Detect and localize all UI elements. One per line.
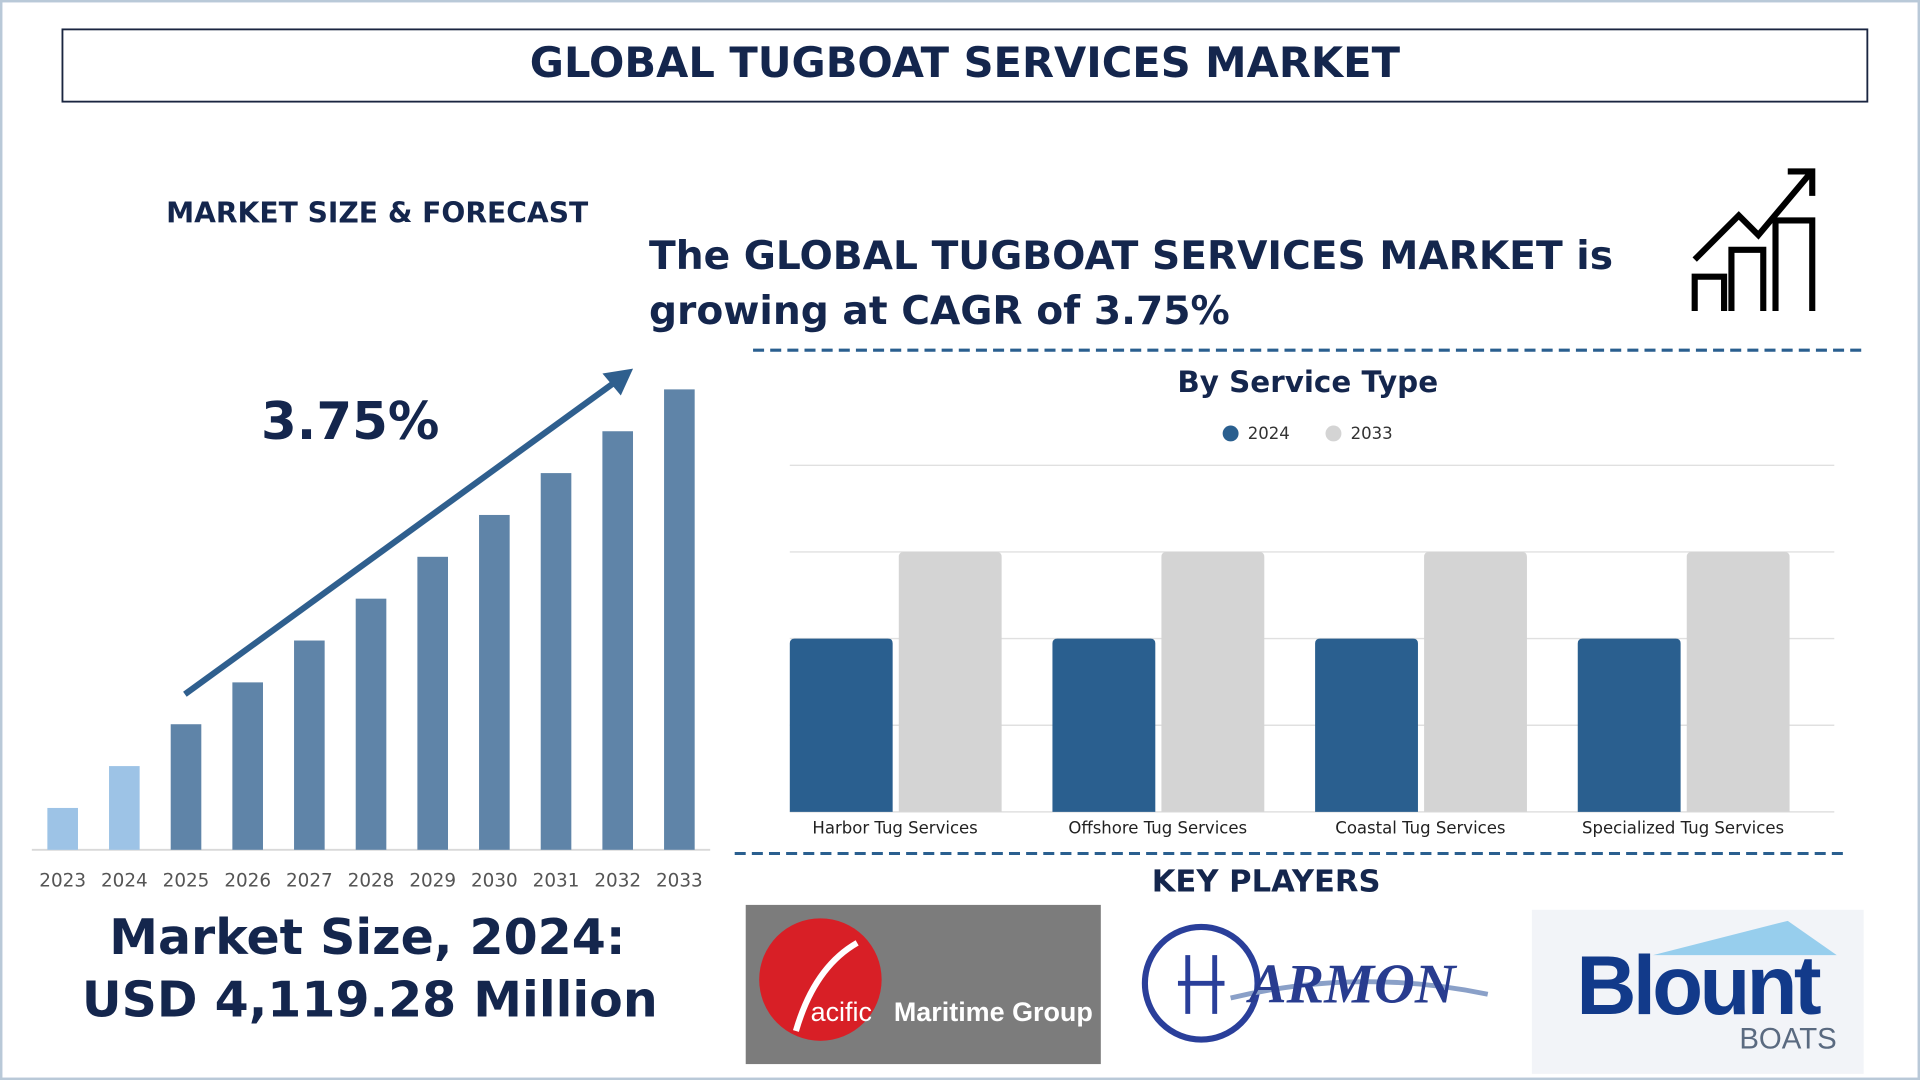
x-tick-label: 2031 (533, 871, 580, 892)
x-tick-label: Coastal Tug Services (1335, 818, 1505, 837)
legend-marker (1222, 425, 1239, 442)
logo-text: Maritime Group (894, 997, 1093, 1027)
x-tick-label: 2028 (348, 871, 395, 892)
x-tick-label: 2033 (656, 871, 703, 892)
header-title: GLOBAL TUGBOAT SERVICES MARKET (530, 38, 1401, 87)
bar (479, 514, 510, 850)
legend-marker (1325, 425, 1342, 442)
growth-icon (1691, 168, 1816, 312)
header-box (61, 28, 1869, 103)
x-tick-label: 2024 (101, 871, 148, 892)
market-size: Market Size, 2024: (109, 909, 625, 966)
bar (47, 807, 78, 850)
service-chart-title: By Service Type (1177, 365, 1438, 399)
forecast-title: MARKET SIZE & FORECAST (166, 196, 589, 229)
logo-text: acific (811, 997, 872, 1027)
x-tick-label: 2027 (286, 871, 333, 892)
cagr-annotation: 3.75% (261, 392, 439, 452)
logo-armon: ARMON (1141, 923, 1489, 1043)
x-tick-label: 2032 (594, 871, 641, 892)
bar (1686, 551, 1790, 812)
bar (1161, 551, 1265, 812)
x-tick-label: 2029 (409, 871, 456, 892)
legend-label: 2024 (1248, 424, 1290, 443)
logo-text: BOATS (1739, 1023, 1836, 1056)
logo-text: ARMON (1246, 953, 1458, 1015)
bar (417, 556, 448, 850)
bar (664, 389, 695, 850)
bar (1424, 551, 1527, 812)
logo-blount: Blount BOATS (1531, 909, 1864, 1074)
bar (170, 724, 202, 850)
bar (898, 551, 1002, 812)
bar (1052, 638, 1156, 812)
trend-arrow (183, 368, 634, 697)
x-tick-label: 2025 (163, 871, 210, 892)
x-tick-label: 2026 (224, 871, 271, 892)
logo-pacific: acific Maritime Group (745, 904, 1101, 1065)
x-tick-label: Harbor Tug Services (812, 818, 977, 837)
bar (232, 682, 263, 850)
bar (355, 598, 387, 850)
x-tick-label: Specialized Tug Services (1582, 818, 1784, 837)
bar (602, 431, 634, 850)
bar (294, 640, 325, 850)
market-size: USD 4,119.28 Million (82, 971, 658, 1028)
key-players-title: KEY PLAYERS (1152, 864, 1381, 899)
bar (789, 638, 893, 812)
x-tick-label: 2030 (471, 871, 518, 892)
headline: The GLOBAL TUGBOAT SERVICES MARKET is (649, 234, 1613, 279)
bar (109, 766, 140, 850)
bar (540, 473, 572, 850)
x-tick-label: 2023 (39, 871, 86, 892)
headline: growing at CAGR of 3.75% (649, 289, 1230, 334)
bar (1315, 638, 1418, 812)
x-tick-label: Offshore Tug Services (1068, 818, 1247, 837)
logo-text: Blount (1576, 939, 1820, 1032)
legend-label: 2033 (1351, 424, 1393, 443)
bar (1577, 638, 1681, 812)
